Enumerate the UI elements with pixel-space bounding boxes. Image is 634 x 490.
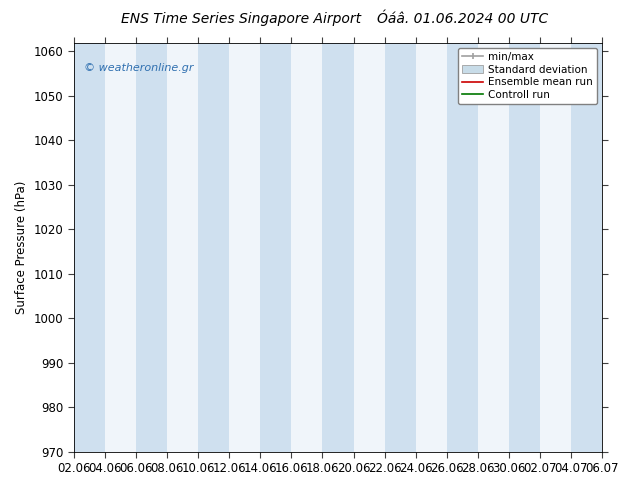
Bar xyxy=(261,43,292,452)
Bar xyxy=(323,43,354,452)
Y-axis label: Surface Pressure (hPa): Surface Pressure (hPa) xyxy=(15,180,28,314)
Bar xyxy=(571,43,602,452)
Bar xyxy=(74,43,105,452)
Bar xyxy=(447,43,478,452)
Bar xyxy=(385,43,416,452)
Text: Óáâ. 01.06.2024 00 UTC: Óáâ. 01.06.2024 00 UTC xyxy=(377,12,548,26)
Text: ENS Time Series Singapore Airport: ENS Time Series Singapore Airport xyxy=(121,12,361,26)
Text: © weatheronline.gr: © weatheronline.gr xyxy=(84,63,194,73)
Legend: min/max, Standard deviation, Ensemble mean run, Controll run: min/max, Standard deviation, Ensemble me… xyxy=(458,48,597,104)
Bar xyxy=(136,43,167,452)
Bar xyxy=(509,43,540,452)
Bar xyxy=(198,43,229,452)
